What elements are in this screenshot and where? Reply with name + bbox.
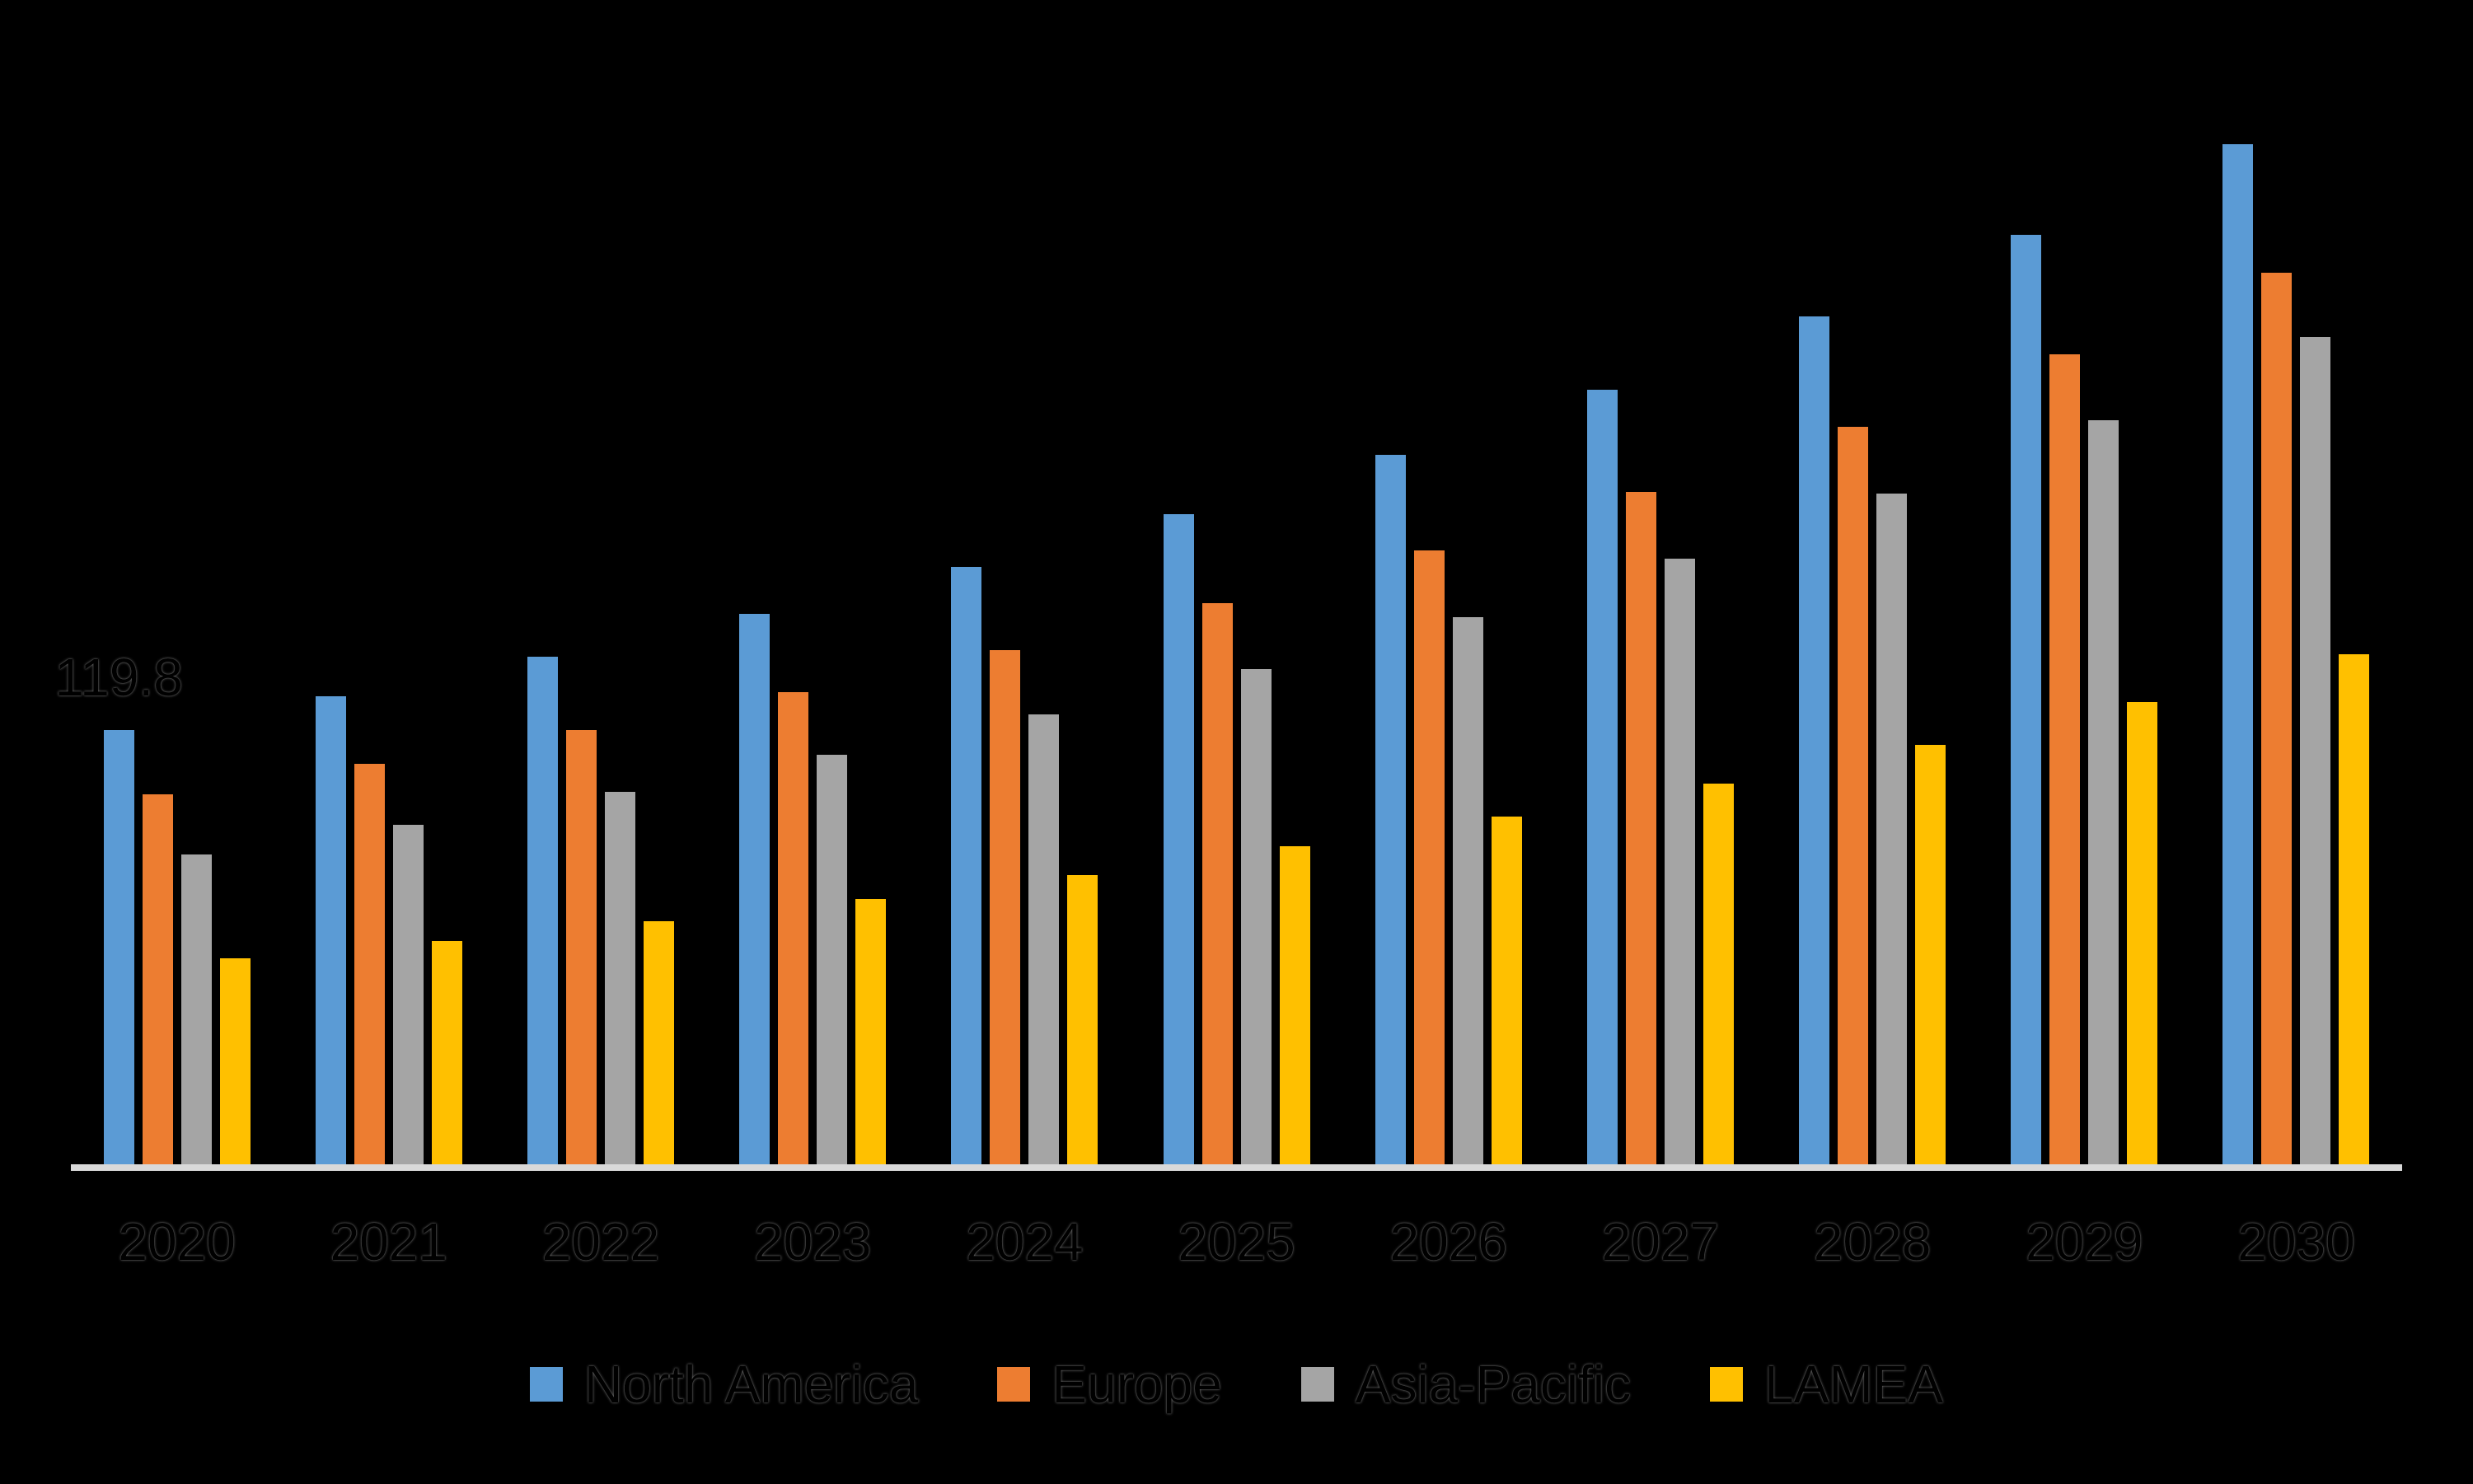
legend-swatch-north-america bbox=[529, 1367, 563, 1402]
legend-label-asia-pacific: Asia-Pacific bbox=[1355, 1355, 1632, 1414]
bar-europe-2026 bbox=[1413, 550, 1445, 1164]
bar-lamea-2026 bbox=[1491, 817, 1522, 1164]
x-tick-label-2029: 2029 bbox=[2026, 1212, 2143, 1271]
bar-north-america-2029 bbox=[2011, 235, 2042, 1164]
x-tick-label-2026: 2026 bbox=[1389, 1212, 1507, 1271]
bar-north-america-2028 bbox=[1799, 316, 1830, 1164]
plot-area: 119.8 bbox=[54, 59, 2402, 1171]
bar-north-america-2022 bbox=[527, 657, 558, 1164]
x-tick-label-2025: 2025 bbox=[1178, 1212, 1295, 1271]
bar-lamea-2029 bbox=[2127, 702, 2158, 1164]
bar-asia-pacific-2025 bbox=[1240, 669, 1272, 1164]
legend-item-lamea: LAMEA bbox=[1710, 1358, 1943, 1411]
bar-europe-2025 bbox=[1201, 603, 1233, 1164]
x-tick-label-2020: 2020 bbox=[118, 1212, 236, 1271]
x-tick-label-2030: 2030 bbox=[2237, 1212, 2355, 1271]
bar-group-2027 bbox=[1554, 59, 1766, 1164]
bar-lamea-2022 bbox=[643, 921, 674, 1164]
bar-group-2025 bbox=[1131, 59, 1342, 1164]
bar-europe-2021 bbox=[354, 764, 385, 1164]
legend-item-north-america: North America bbox=[529, 1355, 919, 1414]
bar-group-2022 bbox=[494, 59, 706, 1164]
bar-lamea-2028 bbox=[1915, 745, 1946, 1164]
x-tick-label-2022: 2022 bbox=[541, 1212, 660, 1271]
bar-north-america-2023 bbox=[739, 614, 770, 1164]
x-axis-labels: 2020 2021 2022 2023 2024 2025 2026 2027 2028 2029… bbox=[71, 1211, 2402, 1273]
bar-lamea-2024 bbox=[1067, 875, 1098, 1164]
bar-europe-2024 bbox=[990, 650, 1021, 1164]
bar-europe-2027 bbox=[1625, 492, 1656, 1164]
bar-north-america-2025 bbox=[1163, 514, 1194, 1164]
bar-group-2020: 119.8 bbox=[54, 59, 283, 1164]
bar-north-america-2024 bbox=[951, 567, 982, 1164]
bar-europe-2029 bbox=[2049, 354, 2081, 1164]
bar-group-2030 bbox=[2190, 59, 2402, 1164]
bar-asia-pacific-2027 bbox=[1664, 559, 1695, 1164]
x-tick-label-2024: 2024 bbox=[966, 1212, 1084, 1271]
bar-asia-pacific-2020 bbox=[180, 854, 212, 1164]
bar-north-america-2020: 119.8 bbox=[54, 651, 183, 1164]
bar-europe-2028 bbox=[1838, 427, 1869, 1164]
bar-lamea-2021 bbox=[431, 941, 462, 1164]
bar-north-america-2021 bbox=[315, 696, 346, 1164]
legend-item-asia-pacific: Asia-Pacific bbox=[1300, 1355, 1632, 1414]
bar-lamea-2023 bbox=[855, 899, 887, 1164]
bar-lamea-2027 bbox=[1703, 784, 1734, 1164]
bar-europe-2020 bbox=[142, 794, 173, 1164]
bar-asia-pacific-2022 bbox=[604, 792, 635, 1164]
bar-asia-pacific-2023 bbox=[817, 755, 848, 1164]
x-tick-label-2028: 2028 bbox=[1813, 1212, 1932, 1271]
bar-group-2023 bbox=[707, 59, 919, 1164]
legend: North America Europe Asia-Pacific LAMEA bbox=[0, 1350, 2473, 1419]
bar-asia-pacific-2021 bbox=[392, 825, 424, 1164]
bar-group-2029 bbox=[1979, 59, 2190, 1164]
x-tick-label-2021: 2021 bbox=[330, 1212, 447, 1271]
bar-asia-pacific-2026 bbox=[1452, 617, 1483, 1164]
legend-swatch-lamea bbox=[1710, 1367, 1744, 1402]
legend-swatch-asia-pacific bbox=[1300, 1367, 1334, 1402]
bar-group-2026 bbox=[1342, 59, 1554, 1164]
x-axis-line bbox=[71, 1164, 2402, 1171]
bar-asia-pacific-2029 bbox=[2088, 420, 2119, 1164]
bar-asia-pacific-2028 bbox=[1876, 494, 1908, 1164]
legend-label-north-america: North America bbox=[583, 1355, 919, 1414]
bar-europe-2023 bbox=[778, 692, 809, 1164]
legend-label-lamea: LAMEA bbox=[1764, 1355, 1944, 1414]
legend-label-europe: Europe bbox=[1051, 1355, 1222, 1414]
bar-asia-pacific-2024 bbox=[1028, 714, 1060, 1164]
x-tick-label-2027: 2027 bbox=[1601, 1212, 1720, 1271]
legend-swatch-europe bbox=[997, 1367, 1031, 1402]
bar-group-2024 bbox=[919, 59, 1131, 1164]
bar-asia-pacific-2030 bbox=[2300, 337, 2331, 1164]
bar-group-2028 bbox=[1767, 59, 1979, 1164]
bar-group-2021 bbox=[283, 59, 494, 1164]
bar-groups: 119.8 bbox=[54, 59, 2402, 1164]
bar-north-america-2026 bbox=[1375, 455, 1406, 1164]
bar-europe-2022 bbox=[565, 730, 597, 1164]
x-tick-label-2023: 2023 bbox=[753, 1212, 872, 1271]
bar-lamea-2030 bbox=[2339, 654, 2370, 1164]
bar-north-america-2030 bbox=[2222, 144, 2254, 1164]
legend-item-europe: Europe bbox=[997, 1355, 1222, 1414]
bar-lamea-2025 bbox=[1279, 846, 1310, 1164]
bar-lamea-2020 bbox=[219, 958, 251, 1164]
bar-north-america-2027 bbox=[1586, 390, 1618, 1164]
data-label-north-america-2020: 119.8 bbox=[54, 648, 183, 707]
bar-europe-2030 bbox=[2261, 273, 2293, 1164]
